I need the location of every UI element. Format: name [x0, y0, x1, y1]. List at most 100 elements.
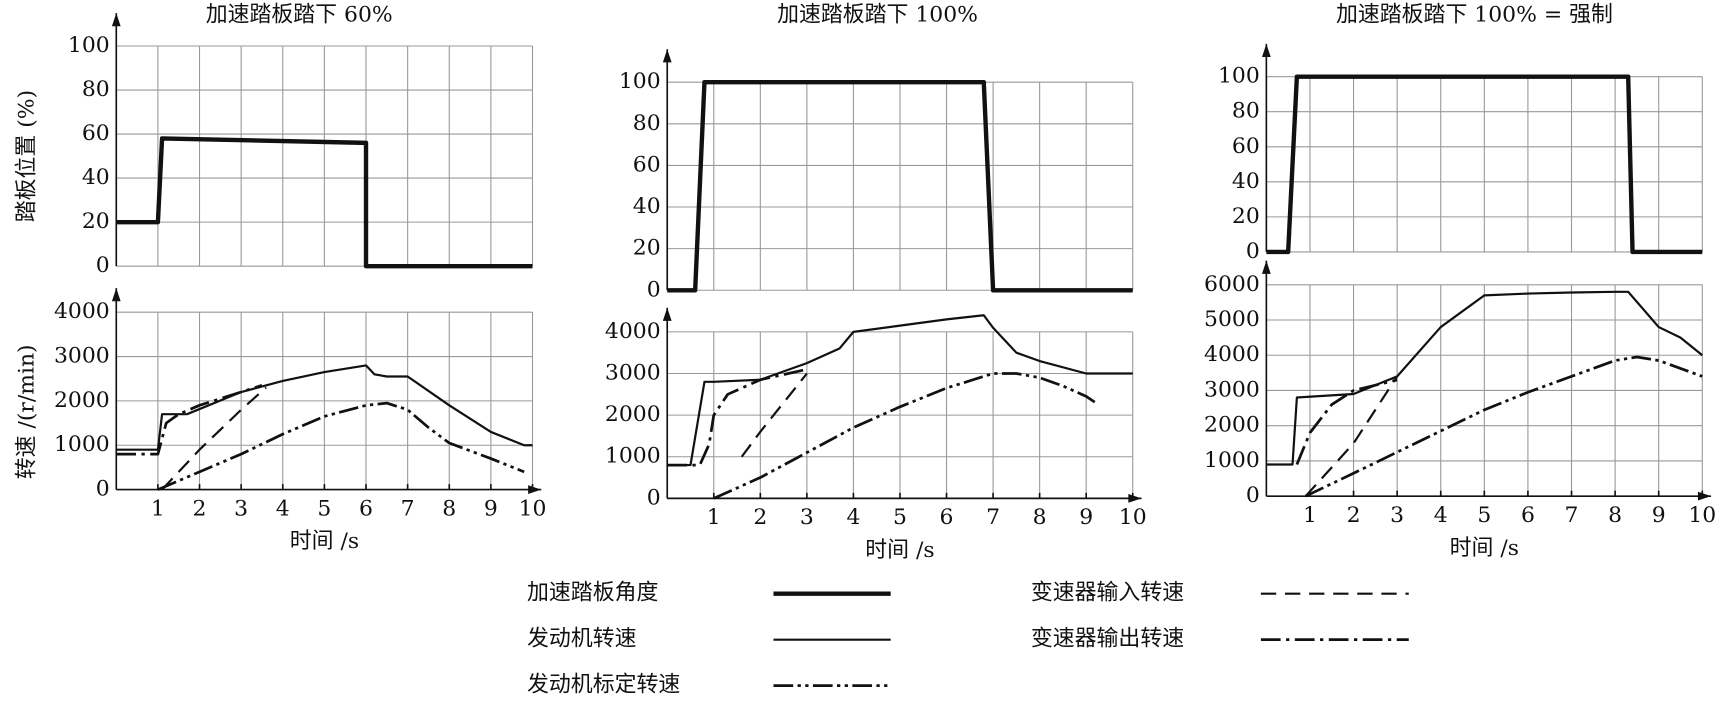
y-axis-head: [1261, 43, 1271, 57]
y-tick-label: 80: [82, 77, 110, 102]
series-line: [667, 368, 808, 467]
x-tick-label: 2: [1347, 503, 1361, 528]
y-tick-label: 80: [633, 111, 661, 136]
x-tick-label: 1: [1303, 503, 1317, 528]
y2-tick-label: 1000: [1204, 448, 1260, 473]
series-line: [161, 386, 267, 491]
y2-tick-label: 0: [647, 485, 661, 510]
y-tick-label: 20: [1232, 204, 1260, 229]
x-tick-label: 9: [484, 496, 498, 521]
series-line: [740, 372, 808, 458]
legend-label: 发动机标定转速: [527, 673, 680, 698]
y2-axis-head: [662, 307, 672, 321]
y2-axis-head: [1261, 260, 1271, 274]
x-axis-head: [528, 485, 542, 494]
y-axis-head: [111, 13, 121, 27]
x-tick-label: 5: [1477, 503, 1491, 528]
legend-label: 发动机转速: [527, 627, 637, 652]
x-tick-label: 7: [986, 505, 1000, 530]
y-tick-label: 40: [633, 194, 661, 219]
y2-tick-label: 3000: [54, 344, 110, 369]
y2-tick-label: 1000: [54, 432, 110, 457]
x-tick-label: 7: [1565, 503, 1579, 528]
legend-label: 变速器输入转速: [1031, 581, 1184, 606]
y-tick-label: 100: [68, 33, 110, 58]
x-tick-label: 8: [442, 496, 456, 521]
x-tick-label: 4: [846, 505, 860, 530]
y2-tick-label: 3000: [1204, 377, 1260, 402]
x-tick-label: 8: [1033, 505, 1047, 530]
y2-tick-label: 6000: [1204, 272, 1260, 297]
y2-tick-label: 0: [96, 477, 110, 502]
x-axis-head: [1128, 493, 1142, 503]
x-tick-label: 4: [276, 496, 290, 521]
y2-axis-label: 转速 /(r/min): [15, 344, 40, 479]
y2-tick-label: 2000: [605, 402, 661, 427]
series-line: [713, 372, 1097, 500]
x-axis-head: [1697, 491, 1712, 501]
y2-tick-label: 4000: [54, 299, 110, 324]
x-tick-label: 3: [1390, 503, 1404, 528]
series-line: [116, 384, 263, 456]
x-axis-label: 时间 /s: [290, 529, 359, 554]
x-tick-label: 10: [1688, 503, 1716, 528]
x-axis-label: 时间 /s: [865, 538, 934, 563]
x-tick-label: 5: [317, 496, 331, 521]
y2-tick-label: 4000: [605, 319, 661, 344]
series-line: [667, 314, 1133, 467]
series-line: [1305, 355, 1703, 498]
y2-tick-label: 3000: [605, 361, 661, 386]
legend-label: 变速器输出转速: [1031, 627, 1184, 652]
series-line: [1266, 290, 1703, 466]
y-axis-head: [662, 49, 672, 63]
x-tick-label: 8: [1608, 503, 1622, 528]
y-tick-label: 40: [1232, 169, 1260, 194]
y-tick-label: 20: [633, 236, 661, 261]
x-tick-label: 3: [800, 505, 814, 530]
x-tick-label: 1: [151, 496, 165, 521]
series-line: [1266, 74, 1703, 255]
x-tick-label: 2: [753, 505, 767, 530]
y-tick-label: 100: [1218, 64, 1260, 89]
y2-tick-label: 2000: [1204, 413, 1260, 438]
x-tick-label: 10: [1119, 505, 1147, 530]
y-tick-label: 0: [1246, 239, 1260, 264]
y2-tick-label: 1000: [605, 444, 661, 469]
x-tick-label: 6: [1521, 503, 1535, 528]
y2-tick-label: 2000: [54, 388, 110, 413]
x-tick-label: 7: [401, 496, 415, 521]
series-line: [1295, 378, 1398, 465]
x-tick-label: 3: [234, 496, 248, 521]
y-tick-label: 20: [82, 209, 110, 234]
y2-tick-label: 4000: [1204, 342, 1260, 367]
y2-tick-label: 0: [1246, 483, 1260, 508]
x-tick-label: 6: [359, 496, 373, 521]
x-tick-label: 1: [707, 505, 721, 530]
y2-tick-label: 5000: [1204, 307, 1260, 332]
x-tick-label: 6: [940, 505, 954, 530]
panel-title: 加速踏板踏下 100% = 强制: [1336, 2, 1613, 27]
legend-label: 加速踏板角度: [527, 581, 658, 606]
x-tick-label: 5: [893, 505, 907, 530]
x-tick-label: 9: [1652, 503, 1666, 528]
y-tick-label: 60: [82, 121, 110, 146]
series-line: [667, 79, 1133, 293]
series-line: [157, 401, 525, 491]
y-tick-label: 60: [633, 152, 661, 177]
x-axis-label: 时间 /s: [1450, 536, 1519, 561]
y-tick-label: 60: [1232, 134, 1260, 159]
series-line: [1304, 375, 1399, 497]
panel-title: 加速踏板踏下 100%: [777, 2, 978, 27]
y-axis-label: 踏板位置 (%): [15, 90, 40, 222]
x-tick-label: 9: [1079, 505, 1093, 530]
y-tick-label: 80: [1232, 99, 1260, 124]
y-tick-label: 40: [82, 165, 110, 190]
x-tick-label: 4: [1434, 503, 1448, 528]
y-tick-label: 100: [619, 69, 661, 94]
x-tick-label: 2: [193, 496, 207, 521]
y-tick-label: 0: [96, 253, 110, 278]
x-tick-label: 10: [519, 496, 547, 521]
panel-title: 加速踏板踏下 60%: [206, 2, 393, 27]
y2-axis-head: [111, 288, 121, 302]
